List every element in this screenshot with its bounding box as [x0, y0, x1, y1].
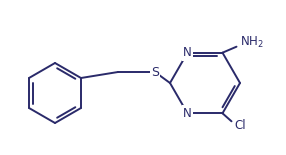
- Text: S: S: [151, 66, 159, 78]
- Text: Cl: Cl: [235, 119, 246, 132]
- Text: N: N: [183, 46, 192, 59]
- Text: N: N: [183, 107, 192, 120]
- Text: NH$_2$: NH$_2$: [241, 35, 264, 50]
